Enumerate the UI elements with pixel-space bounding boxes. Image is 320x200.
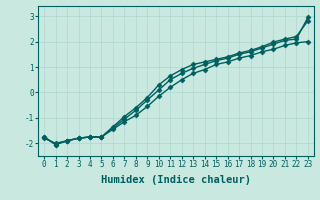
X-axis label: Humidex (Indice chaleur): Humidex (Indice chaleur) [101,175,251,185]
